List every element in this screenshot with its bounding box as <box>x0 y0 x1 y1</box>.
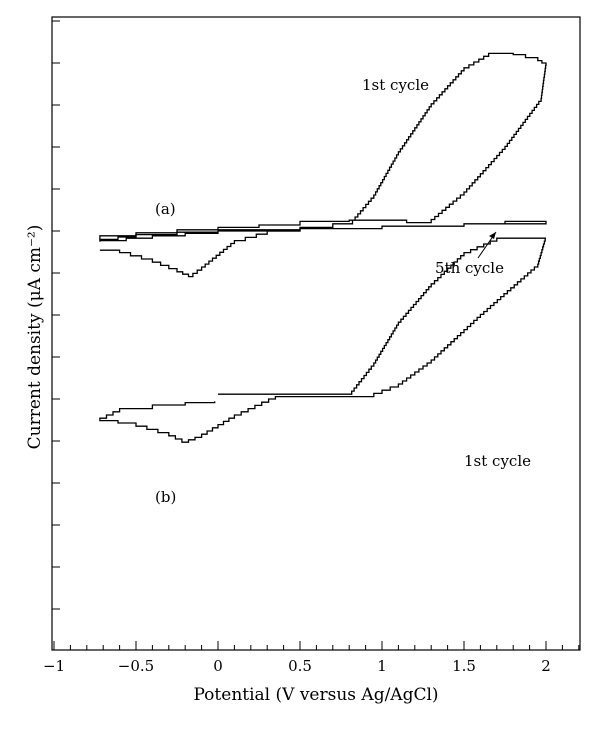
annotation-arrow-head <box>489 232 496 239</box>
y-axis-label: Current density (μA cm⁻²) <box>25 225 45 450</box>
plot-frame <box>51 16 581 651</box>
panel-a-series-2-curve <box>99 220 547 242</box>
panel-a-1st-cycle-annotation: 1st cycle <box>362 76 429 94</box>
x-tick-label: 0 <box>213 657 223 675</box>
x-axis-tick-labels: −1 −0.5 0 0.5 1 1.5 2 <box>43 657 551 675</box>
panel-b-1st-cycle-annotation: 1st cycle <box>464 452 531 470</box>
curves <box>99 52 547 443</box>
panel-b-label: (b) <box>155 488 176 506</box>
x-tick-label: −1 <box>43 657 65 675</box>
x-tick-label: 2 <box>541 657 551 675</box>
panel-a-5th-cycle-annotation: 5th cycle <box>435 259 504 277</box>
panel-a-series-1-curve <box>99 52 547 278</box>
x-tick-label: 1.5 <box>452 657 476 675</box>
y-axis-ticks <box>52 20 60 610</box>
x-axis-label: Potential (V versus Ag/AgCl) <box>193 685 438 705</box>
x-axis-ticks <box>53 641 580 650</box>
panel-b-series-1-curve <box>99 237 546 443</box>
x-tick-label: 0.5 <box>288 657 312 675</box>
panel-a-label: (a) <box>155 200 176 218</box>
x-tick-label: 1 <box>377 657 387 675</box>
x-tick-label: −0.5 <box>118 657 154 675</box>
